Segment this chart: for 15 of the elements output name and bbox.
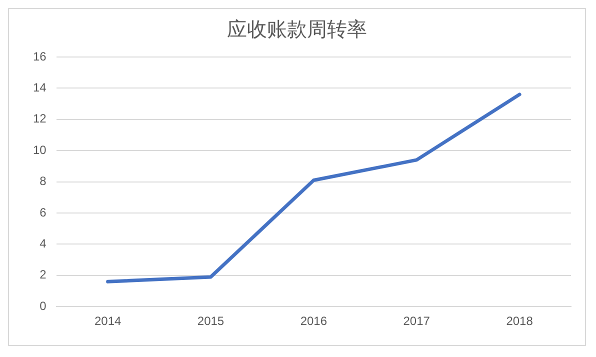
x-tick-label: 2015 — [197, 314, 224, 328]
y-tick-label: 10 — [32, 142, 47, 157]
y-tick-label: 6 — [40, 205, 47, 220]
chart-title: 应收账款周转率 — [227, 17, 367, 42]
x-tick-label: 2018 — [506, 314, 534, 328]
x-tick-label: 2017 — [403, 314, 430, 328]
y-tick-label: 12 — [32, 112, 47, 126]
x-tick-label: 2014 — [94, 314, 122, 328]
y-tick-label: 4 — [40, 236, 47, 251]
y-tick-label: 14 — [32, 80, 47, 95]
y-tick-label: 8 — [40, 174, 47, 188]
y-tick-label: 0 — [40, 298, 47, 313]
y-tick-label: 16 — [32, 49, 47, 64]
y-tick-label: 2 — [40, 268, 47, 282]
x-tick-label: 2016 — [300, 314, 328, 328]
